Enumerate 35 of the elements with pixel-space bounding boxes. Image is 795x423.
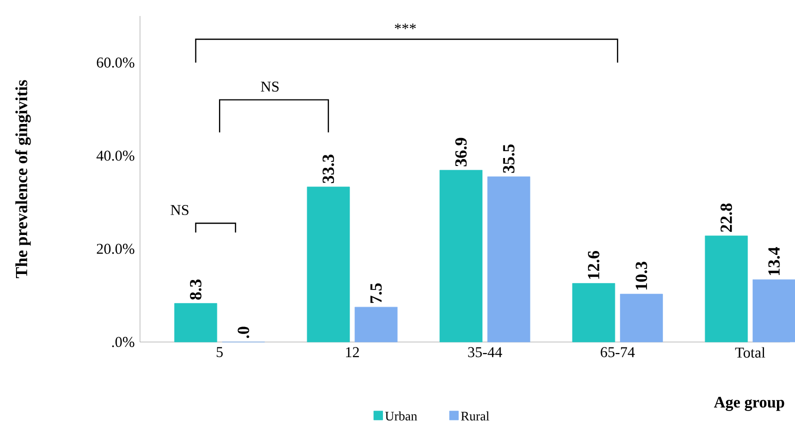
data-label: 33.3 (322, 154, 334, 184)
y-tick-label: 60.0% (96, 58, 134, 68)
data-label: .0 (238, 326, 250, 338)
y-tick-label: 20.0% (96, 244, 134, 254)
data-label: 8.3 (190, 280, 202, 300)
bar (306, 186, 350, 342)
x-tick-label: 65-74 (600, 347, 635, 358)
bar (752, 279, 795, 342)
x-axis-title: Age group (714, 396, 784, 411)
bar (487, 176, 530, 342)
x-tick-label: 5 (216, 347, 223, 358)
data-label: 36.9 (455, 138, 467, 166)
data-label: 10.3 (636, 262, 648, 290)
data-label: 22.8 (720, 204, 732, 232)
data-label: 35.5 (503, 144, 514, 173)
x-tick-label: 35-44 (468, 347, 502, 358)
y-axis-title: The prevalence of gingivitis (15, 80, 31, 278)
legend-label: Rural (461, 411, 490, 420)
annotation: NS (170, 205, 188, 216)
bar (440, 170, 482, 342)
data-label: 13.4 (768, 247, 780, 276)
x-tick-label: 12 (346, 347, 359, 358)
x-tick-label: Total (735, 347, 766, 358)
bar (354, 306, 398, 342)
annotation: *** (394, 24, 416, 30)
y-tick-label: 40.0% (96, 150, 134, 161)
data-label: 7.5 (370, 283, 382, 303)
bar (174, 303, 218, 342)
legend-label: Urban (385, 411, 418, 420)
bar (704, 236, 748, 342)
annotation: NS (260, 82, 279, 92)
bar (572, 283, 616, 342)
bar (620, 294, 663, 342)
y-tick-label: .0% (112, 336, 134, 348)
data-label: 12.6 (588, 250, 600, 279)
